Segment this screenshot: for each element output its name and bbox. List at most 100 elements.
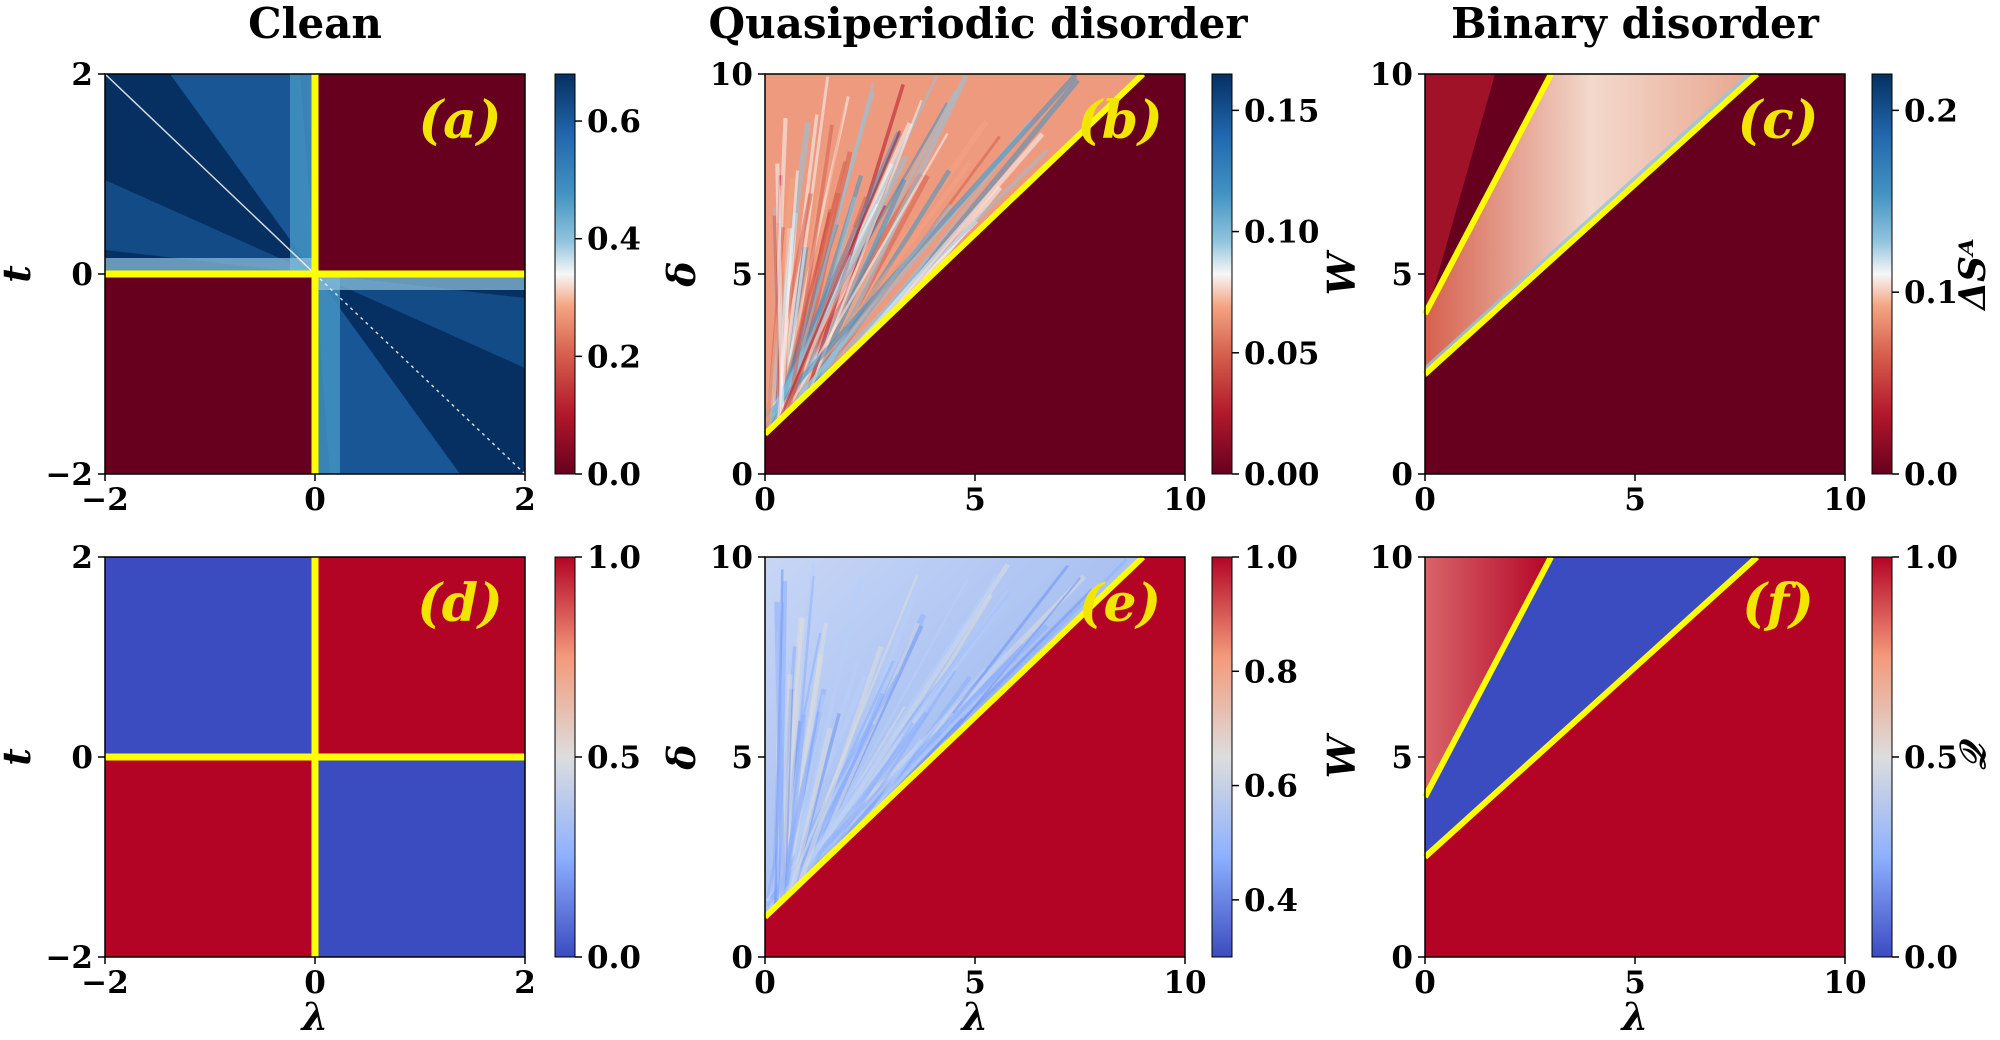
colorbar-b-tick-label: 0.05 bbox=[1244, 336, 1320, 372]
panel-a-glow-bottom-right-side bbox=[315, 274, 525, 368]
colorbar-f-tick-label: 0.0 bbox=[1904, 940, 1958, 976]
panel-b-xtick-label: 0 bbox=[754, 482, 776, 518]
panel-f-critical-line-lower bbox=[1422, 554, 1760, 860]
colorbar-d-tick-label: 1.0 bbox=[587, 540, 641, 576]
panel-a-edge-glow-vertical-2 bbox=[315, 274, 340, 474]
panel-d-label: (d) bbox=[417, 573, 503, 634]
panel-b-ytick-label: 10 bbox=[710, 57, 753, 93]
b-streaks-streak bbox=[767, 74, 1078, 416]
b-streaks-streak bbox=[775, 163, 785, 431]
panel-d: (d) bbox=[104, 556, 526, 958]
panel-b-label: (b) bbox=[1077, 90, 1163, 151]
colorbar-c-tick-label: 0.1 bbox=[1904, 275, 1958, 311]
panel-a-xtick-label: −2 bbox=[81, 482, 129, 518]
panel-e-ylabel: δ bbox=[659, 744, 704, 770]
panel-e-xlabel: λ bbox=[960, 994, 989, 1039]
panel-d-ytick-label: 2 bbox=[71, 540, 93, 576]
panel-e: (e) bbox=[762, 554, 1186, 958]
colorbar-b bbox=[1211, 73, 1233, 475]
panel-f-critical-line-upper bbox=[1422, 555, 1554, 799]
panel-a: (a) bbox=[104, 73, 526, 475]
colorbar-b-tick-label: 0.10 bbox=[1244, 215, 1320, 251]
colorbar-d-tick-label: 0.5 bbox=[587, 740, 641, 776]
panel-b-xtick-label: 10 bbox=[1163, 482, 1206, 518]
panel-c-xtick-label: 5 bbox=[1624, 482, 1646, 518]
b-streaks-streak bbox=[774, 204, 953, 428]
panel-e-ytick-label: 10 bbox=[710, 540, 753, 576]
panel-a-diagonal-top bbox=[104, 73, 316, 275]
b-streaks-streak bbox=[777, 132, 949, 426]
panel-a-glow-top-left-side bbox=[105, 180, 315, 274]
panel-c-ylabel: W bbox=[1319, 249, 1364, 295]
b-streaks-streak bbox=[774, 170, 799, 434]
b-streaks-streak bbox=[765, 130, 902, 434]
panel-f-xtick-label: 10 bbox=[1823, 965, 1866, 1001]
colorbar-f-tick-label: 1.0 bbox=[1904, 540, 1958, 576]
e-streaks-streak bbox=[778, 575, 864, 917]
panel-f-ytick-label: 0 bbox=[1391, 940, 1413, 976]
panel-d-xtick-label: 0 bbox=[304, 965, 326, 1001]
colorbar-e-tick-label: 1.0 bbox=[1244, 540, 1298, 576]
panel-d-ytick-label: 0 bbox=[71, 740, 93, 776]
column-title-quasiperiodic: Quasiperiodic disorder bbox=[709, 0, 1249, 48]
panel-c-label: (c) bbox=[1738, 90, 1819, 151]
colorbar-b-tick-label: 0.00 bbox=[1244, 457, 1320, 493]
colorbar-e-tick-label: 0.6 bbox=[1244, 769, 1298, 805]
panel-d-xtick-label: −2 bbox=[81, 965, 129, 1001]
colorbar-a-tick-label: 0.6 bbox=[587, 104, 641, 140]
colorbar-a-tick-label: 0.4 bbox=[587, 222, 641, 258]
panel-f-ylabel: W bbox=[1319, 732, 1364, 778]
column-title-binary: Binary disorder bbox=[1451, 0, 1820, 48]
panel-e-ytick-label: 5 bbox=[731, 740, 753, 776]
colorbar-f-label: 𝒬 bbox=[1952, 738, 1994, 770]
panel-d-ylabel: t bbox=[0, 748, 39, 766]
colorbar-f-tick-label: 0.5 bbox=[1904, 740, 1958, 776]
e-streaks-streak bbox=[783, 727, 833, 917]
colorbar-a-tick-label: 0.2 bbox=[587, 339, 641, 375]
colorbar-e-tick-label: 0.8 bbox=[1244, 654, 1298, 690]
panel-a-edge-glow-vertical bbox=[290, 74, 315, 274]
column-title-clean: Clean bbox=[248, 0, 382, 48]
panel-c-ytick-label: 10 bbox=[1370, 57, 1413, 93]
colorbar-c-label: ΔSᴬ bbox=[1952, 238, 1994, 312]
panel-a-ytick-label: 2 bbox=[71, 57, 93, 93]
panel-b-ylabel: δ bbox=[659, 261, 704, 287]
colorbar-b-tick-label: 0.15 bbox=[1244, 93, 1320, 129]
panel-c: (c) bbox=[1422, 71, 1846, 475]
panel-c-critical-line-lower bbox=[1422, 71, 1760, 377]
panel-e-ytick-label: 0 bbox=[731, 940, 753, 976]
panel-a-edge-glow-horizontal bbox=[105, 258, 315, 274]
panel-c-critical-line-upper bbox=[1422, 72, 1554, 316]
e-streaks-streak bbox=[774, 601, 786, 902]
panel-f-ytick-label: 10 bbox=[1370, 540, 1413, 576]
panel-d-quadrant-bottom-right bbox=[315, 757, 525, 957]
panel-c-xtick-label: 10 bbox=[1823, 482, 1866, 518]
panel-a-ylabel: t bbox=[0, 265, 39, 283]
panel-c-ytick-label: 5 bbox=[1391, 257, 1413, 293]
panel-a-label: (a) bbox=[419, 90, 502, 151]
panel-c-xtick-label: 0 bbox=[1414, 482, 1436, 518]
panel-a-glow-bottom-right bbox=[315, 274, 460, 474]
panel-e-xtick-label: 5 bbox=[964, 965, 986, 1001]
panel-f-xtick-label: 5 bbox=[1624, 965, 1646, 1001]
colorbar-e-tick-label: 0.4 bbox=[1244, 883, 1298, 919]
colorbar-a-tick-label: 0.0 bbox=[587, 457, 641, 493]
e-streaks-streak bbox=[778, 578, 969, 917]
panel-a-ytick-label: 0 bbox=[71, 257, 93, 293]
panel-b-ytick-label: 0 bbox=[731, 457, 753, 493]
panel-e-label: (e) bbox=[1079, 573, 1161, 634]
panel-e-xtick-label: 10 bbox=[1163, 965, 1206, 1001]
panel-a-xtick-label: 2 bbox=[514, 482, 536, 518]
panel-e-critical-line bbox=[762, 554, 1146, 920]
colorbar-d-tick-label: 0.0 bbox=[587, 940, 641, 976]
colorbar-d bbox=[554, 556, 576, 958]
panel-d-xlabel: λ bbox=[300, 994, 329, 1039]
colorbar-c-tick-label: 0.2 bbox=[1904, 93, 1958, 129]
panel-e-xtick-label: 0 bbox=[754, 965, 776, 1001]
panel-f-xlabel: λ bbox=[1620, 994, 1649, 1039]
panel-d-ytick-label: −2 bbox=[45, 940, 93, 976]
panel-d-quadrant-top-left bbox=[105, 557, 315, 757]
panel-a-glow-top-left bbox=[170, 74, 315, 274]
